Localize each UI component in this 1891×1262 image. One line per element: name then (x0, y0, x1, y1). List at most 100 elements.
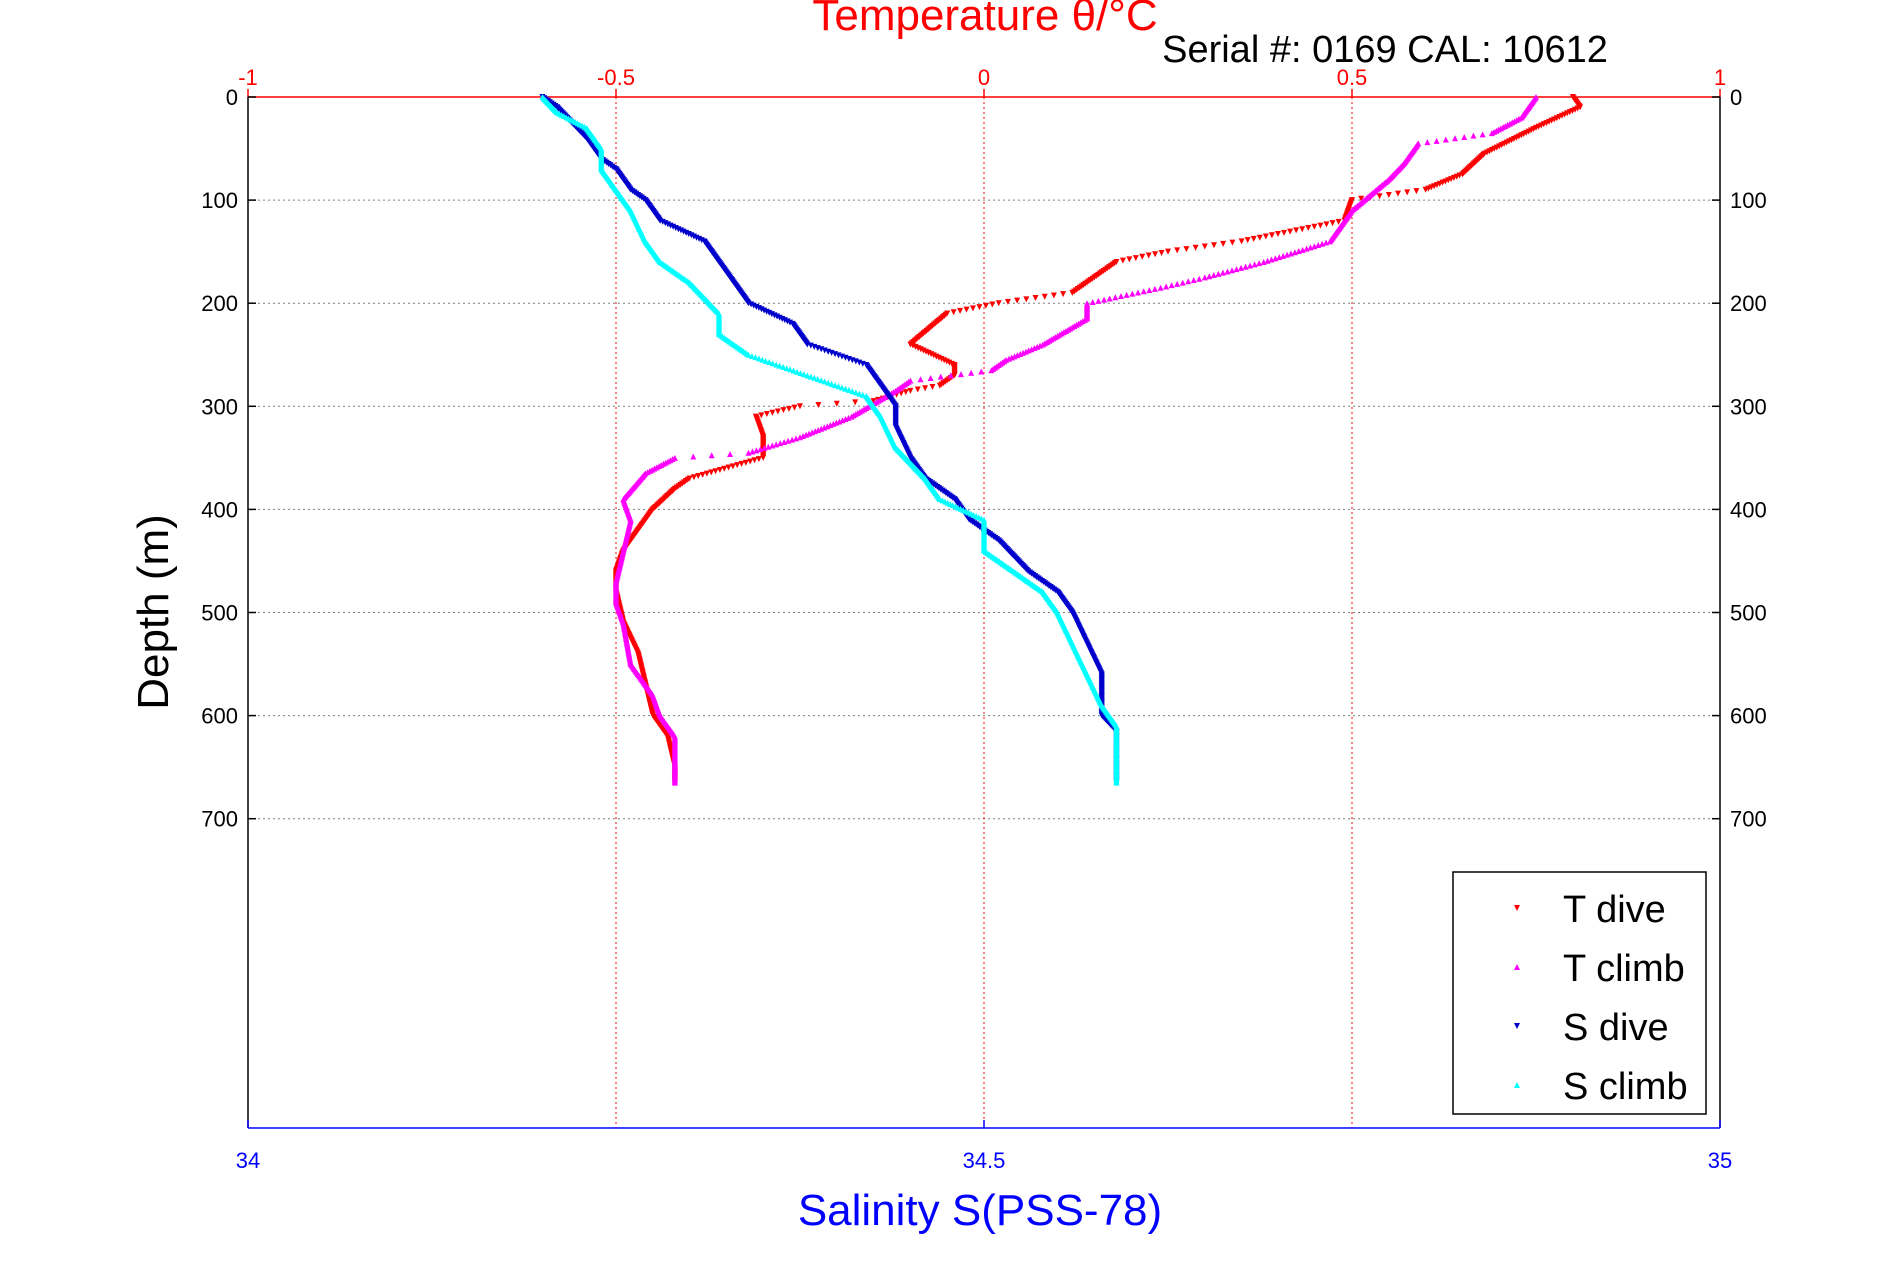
data-point (852, 399, 859, 406)
data-point (1165, 248, 1171, 255)
temperature-tick-label: 1 (1714, 65, 1726, 90)
data-point (753, 447, 760, 454)
data-point (1151, 285, 1158, 292)
data-point (734, 462, 741, 469)
data-series (539, 94, 1584, 786)
data-point (755, 456, 762, 463)
data-point (1219, 269, 1226, 276)
data-point (1452, 135, 1459, 142)
data-point (1152, 251, 1159, 258)
data-point (1385, 191, 1392, 198)
data-point (988, 367, 995, 374)
data-point (1422, 186, 1429, 193)
data-point (1113, 779, 1120, 786)
data-point (852, 389, 859, 396)
salinity-tick-label: 34 (236, 1148, 260, 1173)
data-point (716, 466, 723, 473)
temperature-tick-label: -0.5 (597, 65, 635, 90)
data-point (1268, 256, 1275, 263)
data-point (703, 470, 710, 477)
data-point (1119, 257, 1126, 264)
data-point (1050, 292, 1057, 299)
data-point (1106, 295, 1113, 302)
depth-axis-ticks-right: 0 100 200 300 400 500 600 700 (1712, 85, 1767, 832)
data-point (1295, 248, 1302, 255)
data-point (776, 362, 783, 369)
data-point (1089, 299, 1096, 306)
data-point (789, 436, 796, 443)
data-point (752, 354, 759, 361)
data-point (712, 468, 719, 475)
data-point (755, 355, 762, 362)
data-point (1190, 277, 1197, 284)
data-point (800, 371, 807, 378)
temperature-axis-ticks: -1 -0.5 0 0.5 1 (238, 65, 1726, 97)
data-point (1287, 250, 1294, 257)
data-point (1206, 273, 1213, 280)
data-point (1179, 279, 1186, 286)
data-point (811, 374, 818, 381)
data-point (1224, 268, 1231, 275)
depth-tick-label: 500 (1730, 601, 1767, 626)
data-point (1317, 222, 1324, 229)
data-point (1041, 293, 1048, 300)
depth-tick-label: 400 (201, 497, 238, 522)
data-point (727, 450, 734, 457)
data-point (1196, 275, 1203, 282)
depth-tick-label: 600 (1730, 704, 1767, 729)
data-point (769, 360, 776, 367)
data-point (1329, 220, 1336, 227)
temperature-tick-label: 0.5 (1337, 65, 1368, 90)
depth-tick-label: 300 (201, 394, 238, 419)
data-point (1211, 242, 1217, 249)
salinity-axis-title: Salinity S(PSS-78) (798, 1186, 1162, 1235)
data-point (797, 434, 803, 441)
data-point (968, 369, 975, 376)
data-point (838, 384, 845, 391)
legend-label: S dive (1563, 1007, 1669, 1049)
data-point (1284, 251, 1291, 258)
data-point (1215, 270, 1222, 277)
data-point (936, 382, 943, 389)
data-point (1123, 291, 1130, 298)
data-point (1315, 241, 1322, 248)
depth-tick-label: 0 (226, 85, 238, 110)
data-point (1256, 260, 1263, 267)
data-point (738, 460, 745, 467)
data-point (814, 376, 821, 383)
data-point (769, 409, 776, 416)
legend: T dive T climb S dive S climb (1452, 871, 1707, 1115)
depth-tick-label: 100 (201, 188, 238, 213)
data-point (1311, 223, 1318, 230)
data-point (761, 444, 768, 451)
data-point (917, 376, 924, 383)
series-s-dive (539, 94, 1120, 786)
data-point (978, 368, 985, 375)
data-point (1242, 263, 1249, 270)
depth-tick-label: 600 (201, 704, 238, 729)
data-point (773, 441, 780, 448)
data-point (1262, 233, 1269, 240)
data-point (1163, 283, 1170, 290)
data-point (671, 779, 678, 786)
data-point (828, 380, 835, 387)
data-point (1268, 232, 1275, 239)
data-point (797, 403, 803, 410)
data-point (1060, 291, 1067, 298)
data-point (729, 463, 736, 470)
data-point (1299, 226, 1306, 233)
data-point (995, 300, 1002, 307)
data-point (766, 359, 773, 366)
data-point (929, 383, 936, 390)
data-point (859, 391, 866, 398)
data-point (695, 473, 702, 480)
data-point (1174, 247, 1181, 254)
data-point (1069, 289, 1076, 296)
data-point (1112, 294, 1119, 301)
data-point (773, 361, 780, 368)
data-point (762, 357, 769, 364)
legend-label: T climb (1563, 948, 1685, 990)
data-point (785, 437, 792, 444)
data-point (845, 386, 852, 393)
data-point (818, 377, 825, 384)
